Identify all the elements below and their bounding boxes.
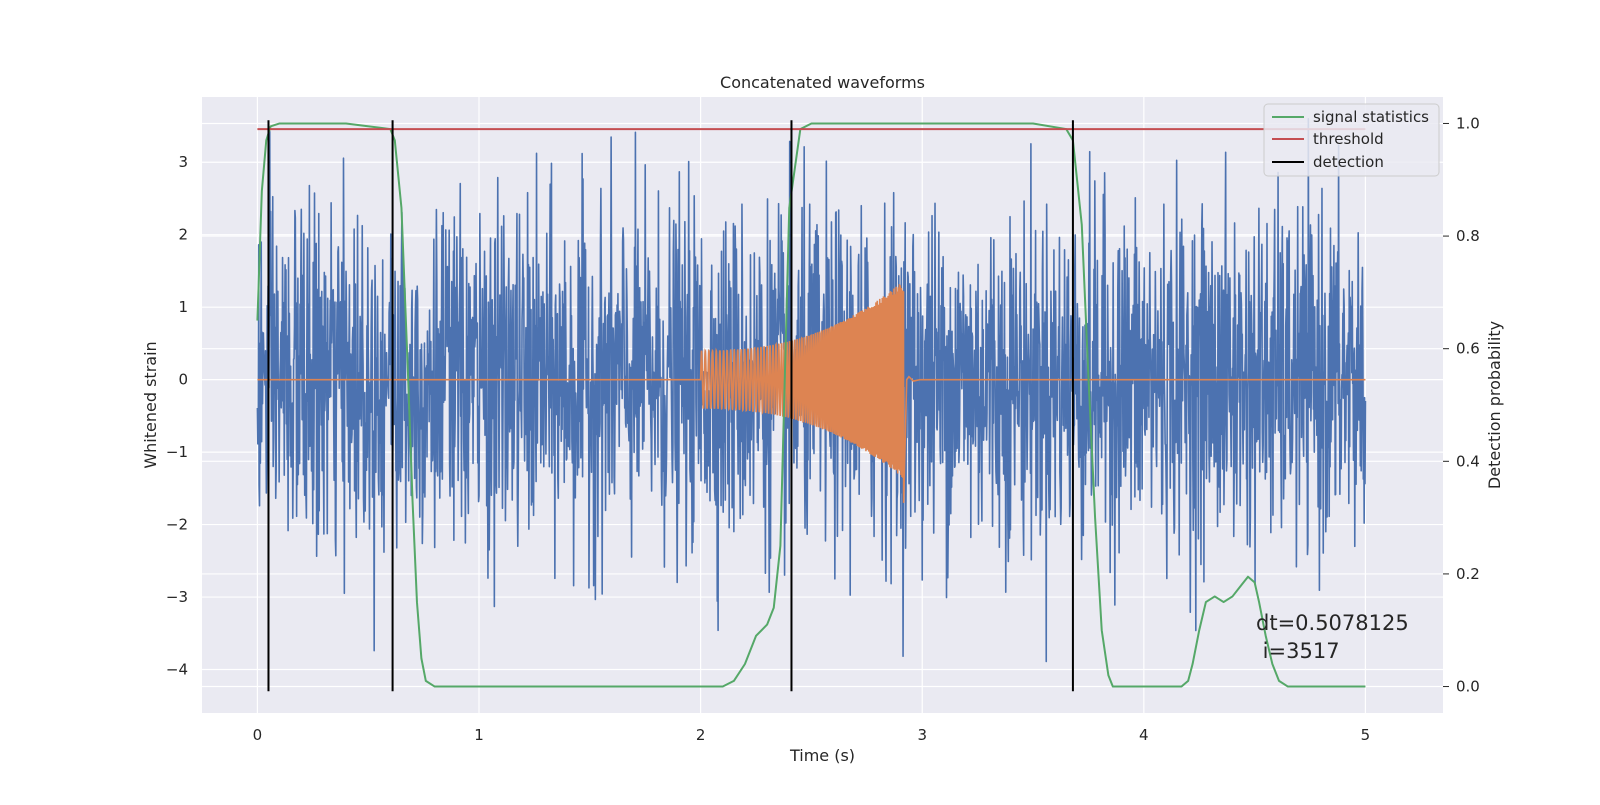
x-tick-label: 2 [696, 726, 706, 744]
legend-box [1263, 103, 1440, 177]
legend: signal statistics threshold detection [1263, 103, 1440, 177]
y2-tick-label: 0.6 [1456, 340, 1480, 358]
y2-tick-label: 0.4 [1456, 452, 1480, 470]
series-chirp-line [257, 284, 1366, 503]
y-tick-label: −2 [166, 516, 188, 534]
x-axis-title: Time (s) [789, 746, 855, 765]
annotation-line-dt: dt=0.5078125 [1256, 611, 1409, 635]
y-tick-label: 2 [178, 226, 188, 244]
series-signal-statistics-line [256, 122, 1366, 688]
y-tick-label: −3 [166, 588, 188, 606]
y-tick-label: 3 [178, 153, 188, 171]
series-noise-line [256, 117, 1367, 663]
y-tick-label: −4 [166, 661, 188, 679]
x-tick-label: 0 [253, 726, 263, 744]
y2-tick-label: 1.0 [1456, 114, 1480, 132]
y-tick-label: 1 [178, 298, 188, 316]
chart-title: Concatenated waveforms [720, 73, 925, 92]
series-layer [256, 117, 1367, 692]
y2-tick-label: 0.8 [1456, 227, 1480, 245]
legend-label-signal-statistics: signal statistics [1313, 108, 1429, 126]
y-tick-label: 0 [178, 371, 188, 389]
legend-label-detection: detection [1313, 153, 1384, 171]
y-tick-label: −1 [166, 443, 188, 461]
tick-layer: 0 1 2 3 4 5 3 2 1 0 −1 −2 −3 −4 1.0 0.8 0.6 0.4 0.2 0.0 [166, 114, 1480, 744]
annotation-line-i: i=3517 [1256, 639, 1340, 663]
y2-tick-label: 0.0 [1456, 678, 1480, 696]
x-tick-label: 1 [474, 726, 484, 744]
annotation: dt=0.5078125 i=3517 [1256, 611, 1409, 663]
x-tick-label: 4 [1139, 726, 1149, 744]
x-tick-label: 3 [917, 726, 927, 744]
legend-label-threshold: threshold [1313, 130, 1384, 148]
y2-tick-label: 0.2 [1456, 565, 1480, 583]
x-tick-label: 5 [1361, 726, 1371, 744]
y2-axis-title: Detection probability [1485, 321, 1504, 489]
y-axis-title: Whitened strain [141, 341, 160, 468]
